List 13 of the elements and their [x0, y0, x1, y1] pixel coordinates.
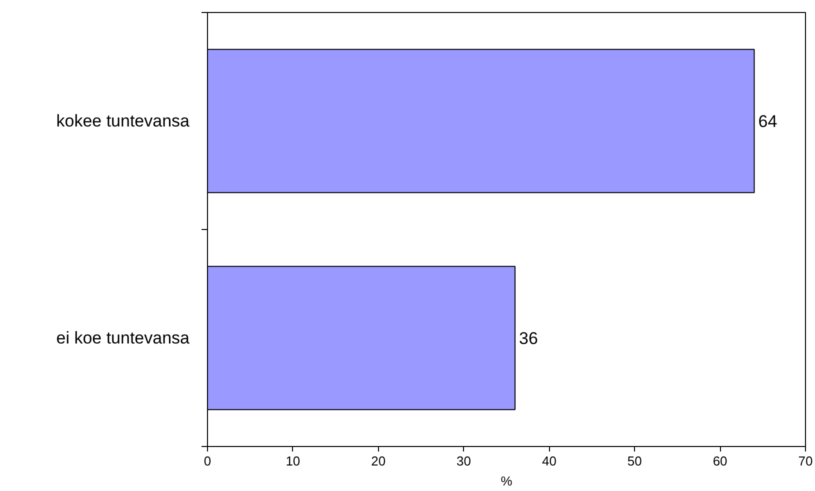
x-tick-label: 60	[712, 454, 728, 468]
x-tick-label: 20	[371, 454, 386, 468]
data-label: 64	[758, 112, 778, 131]
x-tick-label: 40	[542, 454, 556, 468]
x-tick-label: 10	[286, 454, 300, 468]
x-tick-label: 30	[456, 454, 472, 468]
x-tick-label: 70	[798, 454, 813, 468]
data-label: 36	[519, 329, 538, 348]
x-axis-title: %	[500, 474, 513, 488]
x-tick-label: 50	[627, 454, 642, 468]
x-tick-label: 0	[204, 454, 212, 468]
y-tick-label: kokee tuntevansa	[56, 112, 190, 130]
y-tick-label: ei koe tuntevansa	[56, 328, 190, 348]
